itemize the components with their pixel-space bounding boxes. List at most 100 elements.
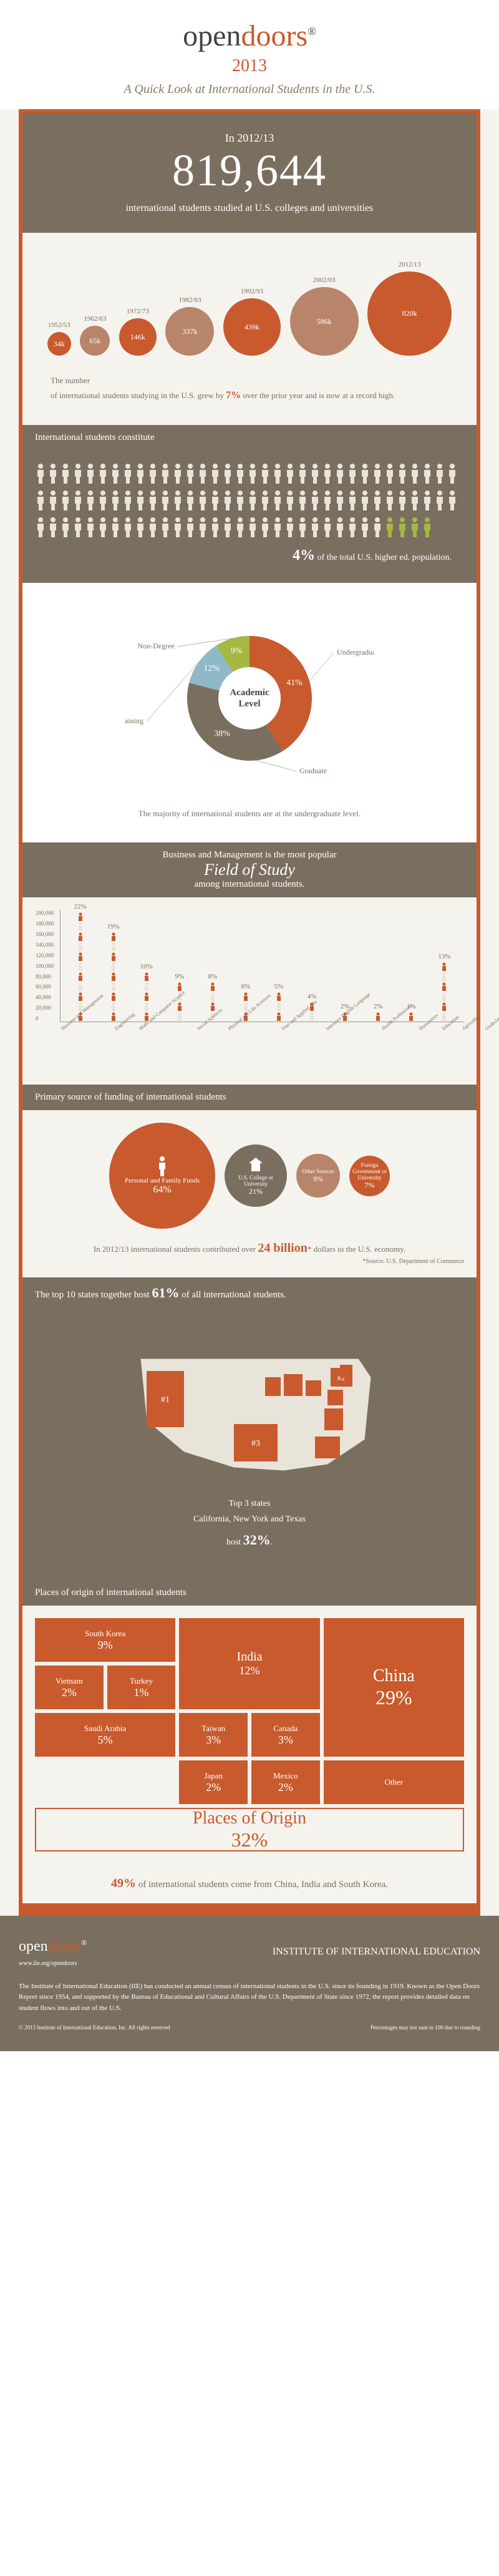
svg-text:AcademicLevel: AcademicLevel [230, 688, 269, 709]
donut-chart: 41%Undergraduate38%Graduate12%Optional P… [125, 611, 374, 786]
person-icon [422, 490, 433, 514]
footer-logos: opendoors®www.iie.org/opendoors INSTITUT… [19, 1934, 480, 1968]
person-icon [297, 490, 308, 514]
pct-text: of the total U.S. higher ed. population. [315, 553, 452, 562]
person-icon [372, 463, 383, 487]
top3-text: California, New York and Texas [193, 1515, 306, 1524]
footer-copyright: © 2013 Institute of International Educat… [19, 2023, 170, 2032]
person-icon [160, 490, 171, 514]
treemap-box: Taiwan3% [179, 1713, 248, 1757]
funding-circle: Personal and Family Funds64% [109, 1123, 215, 1229]
origin-pct: 49% [111, 1876, 136, 1890]
person-icon [185, 490, 196, 514]
person-icon [235, 517, 246, 541]
person-icon [309, 517, 321, 541]
bar-column: 13% [428, 910, 461, 1022]
person-icon [359, 517, 371, 541]
person-icon [197, 490, 208, 514]
person-icon [259, 463, 271, 487]
bubble-item: 1992/93439k [223, 288, 281, 356]
us-map: #1 #3 #2 [109, 1327, 390, 1483]
footer-bottom: © 2013 Institute of International Educat… [19, 2023, 480, 2032]
map-section: The top 10 states together host 61% of a… [19, 1277, 480, 1580]
person-icon [309, 463, 321, 487]
bubble-item: 1982/83337k [165, 296, 214, 356]
person-icon [60, 517, 71, 541]
person-icon [347, 490, 358, 514]
donut-pct: 41% [286, 678, 303, 688]
header: opendoors® 2013 A Quick Look at Internat… [0, 0, 499, 109]
people-wrap: 4% of the total U.S. higher ed. populati… [22, 451, 477, 583]
fund-pre: In 2012/13 international students contri… [94, 1244, 258, 1254]
person-icon [384, 463, 395, 487]
person-icon [97, 517, 109, 541]
bubbles-note: The number of international students stu… [38, 368, 461, 409]
person-icon [447, 463, 458, 487]
origin-stat: 49% of international students come from … [22, 1864, 477, 1903]
fields-pre: Business and Management is the most popu… [162, 850, 336, 860]
state-9 [340, 1365, 352, 1377]
top3-host: host [226, 1538, 243, 1547]
person-icon [235, 490, 246, 514]
funding-circles: Personal and Family Funds64%U.S. College… [35, 1123, 464, 1229]
person-icon [72, 517, 84, 541]
rank-3: #3 [251, 1439, 260, 1448]
state-6 [327, 1390, 343, 1405]
person-icon [122, 517, 133, 541]
bars-wrap: 200,000180,000160,000140,000120,000100,0… [22, 897, 477, 1085]
person-icon [297, 463, 308, 487]
person-icon [185, 517, 196, 541]
logo-reg: ® [308, 25, 316, 37]
person-icon [322, 517, 333, 541]
person-icon [409, 490, 420, 514]
donut-label: Non-Degree [138, 642, 175, 650]
map-body: #1 #3 #2 Top 3 states California, New Yo… [22, 1309, 477, 1580]
person-icon [409, 517, 420, 541]
person-icon [397, 517, 408, 541]
footer-disclaimer: Percentages may not sum to 100 due to ro… [371, 2023, 480, 2032]
header-year: 2013 [12, 56, 487, 76]
footer-logo2: INSTITUTE OF INTERNATIONAL EDUCATION [273, 1946, 480, 1958]
bubble-item: 1962/6365k [80, 315, 110, 356]
person-icon [85, 490, 96, 514]
fields-section: Business and Management is the most popu… [19, 842, 480, 1085]
donut-caption: The majority of international students a… [38, 801, 461, 827]
treemap-box: India12% [179, 1618, 319, 1709]
y-axis: 200,000180,000160,000140,000120,000100,0… [36, 910, 54, 1022]
hero-number: 819,644 [41, 145, 458, 197]
person-icon [272, 463, 283, 487]
map-pre: The top 10 states together host [35, 1290, 152, 1300]
pct-value: 4% [293, 547, 315, 564]
person-icon [422, 517, 433, 541]
treemap-box: Japan2% [179, 1760, 248, 1804]
funding-body: Personal and Family Funds64%U.S. College… [22, 1110, 477, 1277]
treemap-box: Saudi Arabia5% [35, 1713, 175, 1757]
origin-section: Places of origin of international studen… [19, 1580, 480, 1903]
person-icon [247, 517, 258, 541]
person-icon [185, 463, 196, 487]
person-icon [110, 490, 121, 514]
state-10 [265, 1377, 281, 1396]
treemap-box: Other [324, 1760, 464, 1804]
fund-post: * dollars to the U.S. economy. [308, 1244, 405, 1254]
person-icon [72, 490, 84, 514]
person-icon [147, 517, 158, 541]
state-5 [306, 1380, 321, 1396]
person-icon [110, 463, 121, 487]
person-icon [359, 463, 371, 487]
treemap-box: Vietnam2% [35, 1666, 104, 1709]
person-icon [384, 490, 395, 514]
footer-text: The Institute of International Education… [19, 1981, 480, 2014]
bubbles-section: 1952/5334k1962/6365k1972/73146k1982/8333… [19, 233, 480, 425]
person-icon [384, 517, 395, 541]
person-icon [334, 490, 346, 514]
person-icon [235, 463, 246, 487]
person-icon [259, 490, 271, 514]
funding-source: *Source: U.S. Department of Commerce [35, 1258, 464, 1265]
fields-title: Business and Management is the most popu… [22, 842, 477, 897]
note-post: over the prior year and is now at a reco… [241, 391, 395, 400]
hero: In 2012/13 819,644 international student… [19, 109, 480, 233]
logo-doors: doors [241, 19, 308, 52]
person-icon [422, 463, 433, 487]
person-icon [35, 517, 46, 541]
